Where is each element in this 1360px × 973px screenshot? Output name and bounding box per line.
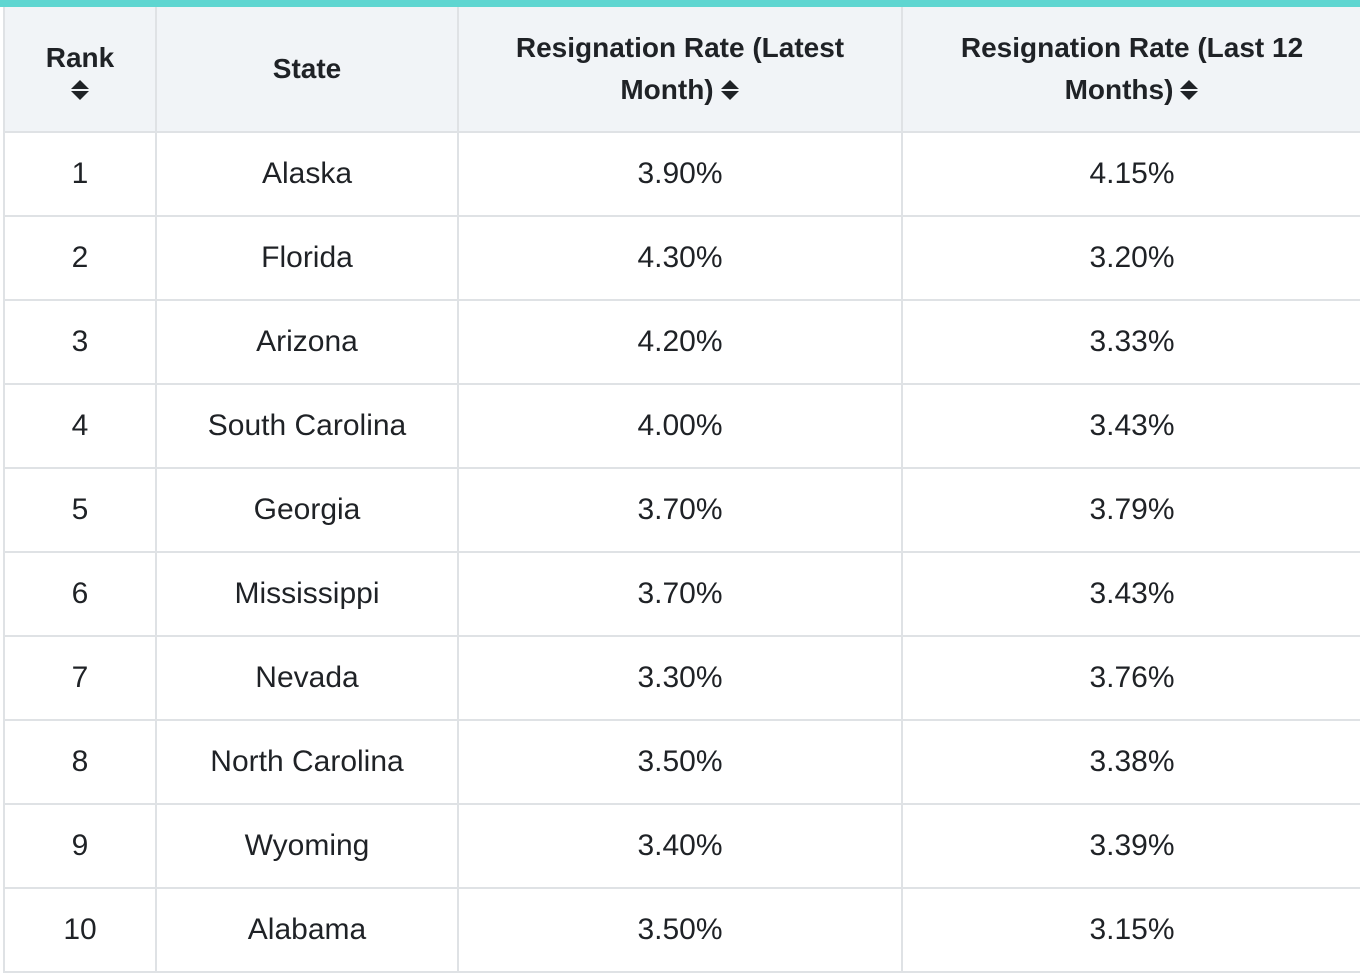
latest-month-cell: 3.30% xyxy=(457,635,903,721)
latest-month-cell: 4.00% xyxy=(457,383,903,469)
rank-cell: 10 xyxy=(3,887,157,973)
rank-cell: 9 xyxy=(3,803,157,889)
rank-cell: 1 xyxy=(3,131,157,217)
rank-cell: 3 xyxy=(3,299,157,385)
state-cell: Mississippi xyxy=(155,551,459,637)
header-label: State xyxy=(272,53,342,84)
latest-month-cell: 3.70% xyxy=(457,551,903,637)
table-row: 1 Alaska 3.90% 4.15% xyxy=(3,131,1360,217)
table-row: 3 Arizona 4.20% 3.33% xyxy=(3,299,1360,385)
table-row: 6 Mississippi 3.70% 3.43% xyxy=(3,551,1360,637)
header-last-12-months[interactable]: Resignation Rate (Last 12 Months) xyxy=(901,7,1360,133)
rank-cell: 4 xyxy=(3,383,157,469)
table-row: 5 Georgia 3.70% 3.79% xyxy=(3,467,1360,553)
sort-icon xyxy=(720,80,739,100)
state-cell: Wyoming xyxy=(155,803,459,889)
latest-month-cell: 3.40% xyxy=(457,803,903,889)
rank-cell: 6 xyxy=(3,551,157,637)
resignation-table: Rank State Resignation Rate (Latest Mont… xyxy=(3,7,1360,973)
table-row: 10 Alabama 3.50% 3.15% xyxy=(3,887,1360,973)
top-accent-bar xyxy=(0,0,1360,7)
state-cell: Alaska xyxy=(155,131,459,217)
last-12-months-cell: 3.38% xyxy=(901,719,1360,805)
last-12-months-cell: 3.20% xyxy=(901,215,1360,301)
state-cell: Florida xyxy=(155,215,459,301)
rank-cell: 2 xyxy=(3,215,157,301)
latest-month-cell: 3.50% xyxy=(457,887,903,973)
table-row: 9 Wyoming 3.40% 3.39% xyxy=(3,803,1360,889)
last-12-months-cell: 3.76% xyxy=(901,635,1360,721)
last-12-months-cell: 3.33% xyxy=(901,299,1360,385)
latest-month-cell: 3.70% xyxy=(457,467,903,553)
table-body: 1 Alaska 3.90% 4.15% 2 Florida 4.30% 3.20% 3 Ariz… xyxy=(3,131,1360,973)
header-row: Rank State Resignation Rate (Latest Mont… xyxy=(3,7,1360,133)
rank-cell: 8 xyxy=(3,719,157,805)
state-cell: Arizona xyxy=(155,299,459,385)
header-rank[interactable]: Rank xyxy=(3,7,157,133)
sort-icon xyxy=(1180,80,1199,100)
state-cell: Georgia xyxy=(155,467,459,553)
last-12-months-cell: 3.43% xyxy=(901,383,1360,469)
latest-month-cell: 4.20% xyxy=(457,299,903,385)
header-label: Rank xyxy=(45,42,115,73)
sort-icon xyxy=(71,80,89,100)
last-12-months-cell: 3.43% xyxy=(901,551,1360,637)
state-cell: Alabama xyxy=(155,887,459,973)
last-12-months-cell: 3.15% xyxy=(901,887,1360,973)
header-state: State xyxy=(155,7,459,133)
table-row: 2 Florida 4.30% 3.20% xyxy=(3,215,1360,301)
latest-month-cell: 3.50% xyxy=(457,719,903,805)
state-cell: North Carolina xyxy=(155,719,459,805)
header-label: Resignation Rate (Latest Month) xyxy=(515,32,845,105)
rank-cell: 7 xyxy=(3,635,157,721)
header-latest-month[interactable]: Resignation Rate (Latest Month) xyxy=(457,7,903,133)
last-12-months-cell: 3.39% xyxy=(901,803,1360,889)
state-cell: Nevada xyxy=(155,635,459,721)
state-cell: South Carolina xyxy=(155,383,459,469)
table-row: 4 South Carolina 4.00% 3.43% xyxy=(3,383,1360,469)
latest-month-cell: 4.30% xyxy=(457,215,903,301)
table-row: 7 Nevada 3.30% 3.76% xyxy=(3,635,1360,721)
header-label: Resignation Rate (Last 12 Months) xyxy=(960,32,1304,105)
last-12-months-cell: 4.15% xyxy=(901,131,1360,217)
latest-month-cell: 3.90% xyxy=(457,131,903,217)
table-row: 8 North Carolina 3.50% 3.38% xyxy=(3,719,1360,805)
last-12-months-cell: 3.79% xyxy=(901,467,1360,553)
rank-cell: 5 xyxy=(3,467,157,553)
